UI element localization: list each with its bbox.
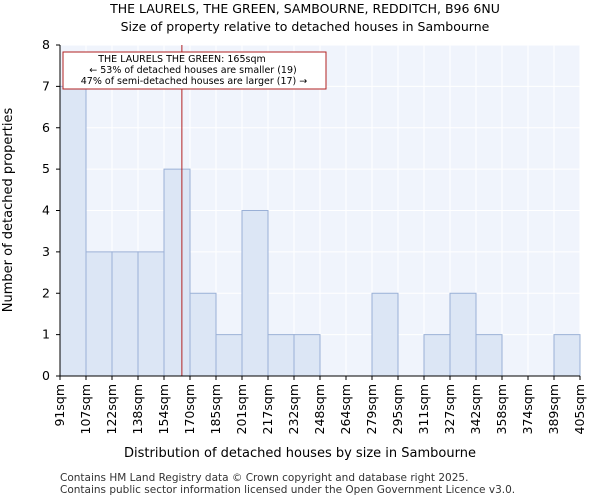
x-tick-label: 405sqm (572, 384, 587, 434)
bar (449, 292, 477, 377)
y-tick-label: 7 (42, 78, 50, 93)
bar (215, 334, 243, 377)
y-tick-label: 6 (42, 120, 50, 135)
annotation-line-3: 47% of semi-detached houses are larger (… (81, 76, 308, 87)
x-tick-label: 138sqm (130, 384, 145, 434)
x-tick-label: 279sqm (364, 384, 379, 434)
y-tick-label: 5 (42, 161, 50, 176)
y-tick-label: 3 (42, 244, 50, 259)
bar (59, 85, 87, 377)
x-tick-label: 389sqm (546, 384, 561, 434)
footer-line-2: Contains public sector information licen… (60, 484, 515, 496)
y-tick-label: 8 (42, 37, 50, 52)
x-tick-label: 295sqm (390, 384, 405, 434)
bar (85, 251, 113, 377)
annotation-line-2: ← 53% of detached houses are smaller (19… (89, 65, 296, 76)
y-axis-ticks: 0 1 2 3 4 5 6 7 8 (42, 37, 60, 383)
bar (189, 292, 217, 377)
x-tick-label: 122sqm (104, 384, 119, 434)
x-tick-label: 185sqm (208, 384, 223, 434)
y-axis-label: Number of detached properties (1, 108, 16, 313)
x-tick-label: 232sqm (286, 384, 301, 434)
y-tick-label: 4 (42, 203, 50, 218)
bar (423, 334, 451, 377)
bar (553, 334, 581, 377)
x-tick-label: 107sqm (78, 384, 93, 434)
y-tick-label: 0 (42, 368, 50, 383)
annotation-line-1: THE LAURELS THE GREEN: 165sqm (97, 54, 266, 65)
bar (163, 168, 191, 377)
x-tick-label: 311sqm (416, 384, 431, 434)
x-tick-label: 374sqm (520, 384, 535, 434)
y-tick-label: 1 (42, 327, 50, 342)
bar (241, 210, 269, 377)
x-tick-label: 342sqm (468, 384, 483, 434)
x-tick-label: 91sqm (52, 384, 67, 427)
bar (267, 334, 295, 377)
x-tick-label: 264sqm (338, 384, 353, 434)
x-tick-label: 170sqm (182, 384, 197, 434)
bar (475, 334, 503, 377)
bar (137, 251, 165, 377)
x-tick-label: 327sqm (442, 384, 457, 434)
bar (371, 292, 399, 377)
y-tick-label: 2 (42, 285, 50, 300)
bar (111, 251, 139, 377)
bars (59, 85, 581, 377)
x-tick-label: 217sqm (260, 384, 275, 434)
chart-title: THE LAURELS, THE GREEN, SAMBOURNE, REDDI… (109, 1, 500, 16)
chart-subtitle: Size of property relative to detached ho… (121, 19, 490, 34)
x-tick-label: 248sqm (312, 384, 327, 434)
x-axis-label: Distribution of detached houses by size … (124, 446, 476, 461)
x-tick-label: 358sqm (494, 384, 509, 434)
x-tick-label: 201sqm (234, 384, 249, 434)
annotation-box: THE LAURELS THE GREEN: 165sqm ← 53% of d… (62, 51, 327, 90)
x-axis-ticks: 91sqm 107sqm 122sqm 138sqm 154sqm 170sqm 185sq… (52, 376, 587, 434)
x-tick-label: 154sqm (156, 384, 171, 434)
bar (293, 334, 321, 377)
footer-line-1: Contains HM Land Registry data © Crown c… (60, 472, 468, 484)
